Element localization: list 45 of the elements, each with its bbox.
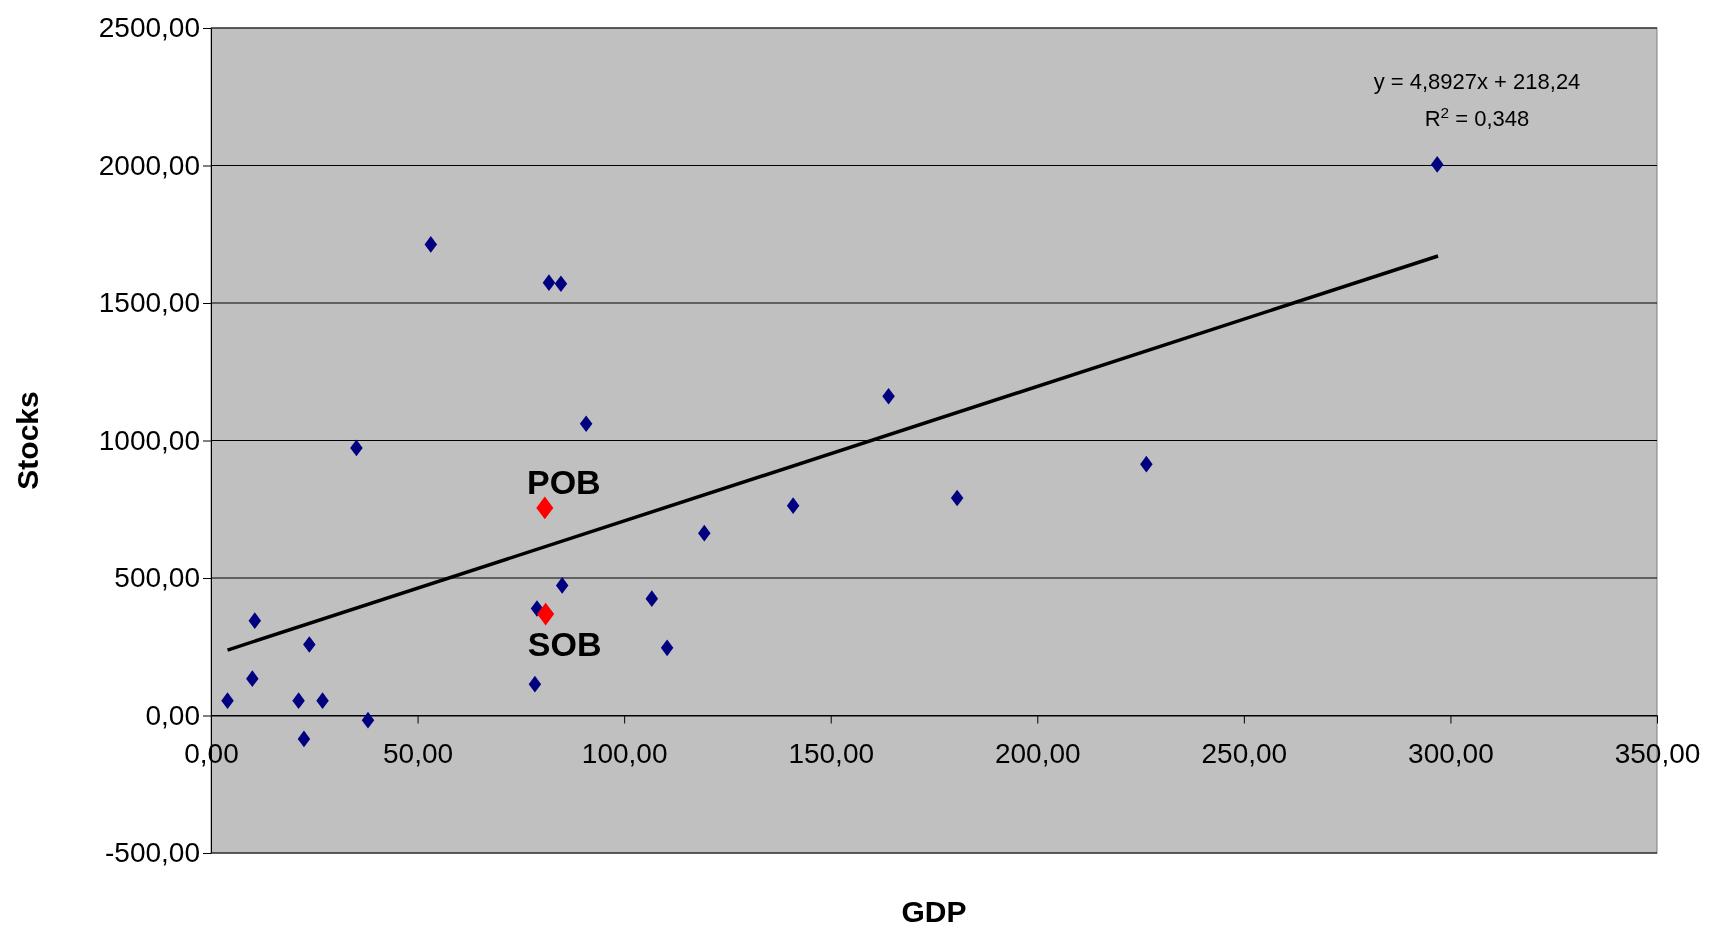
y-tick-label: 500,00 xyxy=(114,562,200,594)
point xyxy=(221,692,234,709)
y-tick-label: 2500,00 xyxy=(98,12,200,44)
x-tick-label: 350,00 xyxy=(1614,737,1701,769)
point xyxy=(660,639,674,657)
point xyxy=(528,675,542,693)
point xyxy=(248,612,262,629)
point xyxy=(303,636,316,653)
point xyxy=(645,590,659,607)
point xyxy=(537,602,555,626)
point xyxy=(698,524,711,542)
point xyxy=(316,692,329,709)
y-tick-label: 2000,00 xyxy=(98,149,200,181)
series-label: POB xyxy=(526,462,601,501)
point xyxy=(350,439,363,457)
point xyxy=(579,415,593,433)
point xyxy=(786,497,800,514)
y-tick-label: 1500,00 xyxy=(98,287,200,319)
point xyxy=(424,236,438,253)
point xyxy=(542,274,556,291)
x-tick-label: 200,00 xyxy=(994,737,1081,769)
x-tick-label: 150,00 xyxy=(788,737,875,769)
point xyxy=(882,387,895,405)
series-label: SOB xyxy=(527,625,602,664)
point xyxy=(950,489,964,507)
y-tick-label: -500,00 xyxy=(105,837,200,869)
point xyxy=(555,577,569,594)
annotation: y = 4,8927x + 218,24 xyxy=(1373,69,1581,94)
y-tick-label: 0,00 xyxy=(145,699,200,731)
x-tick-label: 250,00 xyxy=(1201,737,1288,769)
x-axis-title: GDP xyxy=(901,895,967,928)
y-tick-label: 1000,00 xyxy=(98,424,200,456)
point xyxy=(361,711,375,729)
point xyxy=(297,730,311,748)
annotation: R$^{2}$ = 0,348 xyxy=(1424,103,1530,131)
x-tick-label: 300,00 xyxy=(1408,737,1494,769)
point xyxy=(536,496,554,520)
point xyxy=(1140,455,1153,473)
x-tick-label: 50,00 xyxy=(383,737,454,769)
point xyxy=(292,692,305,709)
point xyxy=(246,670,259,687)
point xyxy=(554,275,568,293)
y-axis-title: Stocks xyxy=(11,391,44,490)
x-tick-label: 100,00 xyxy=(581,737,668,769)
point xyxy=(1430,156,1444,173)
